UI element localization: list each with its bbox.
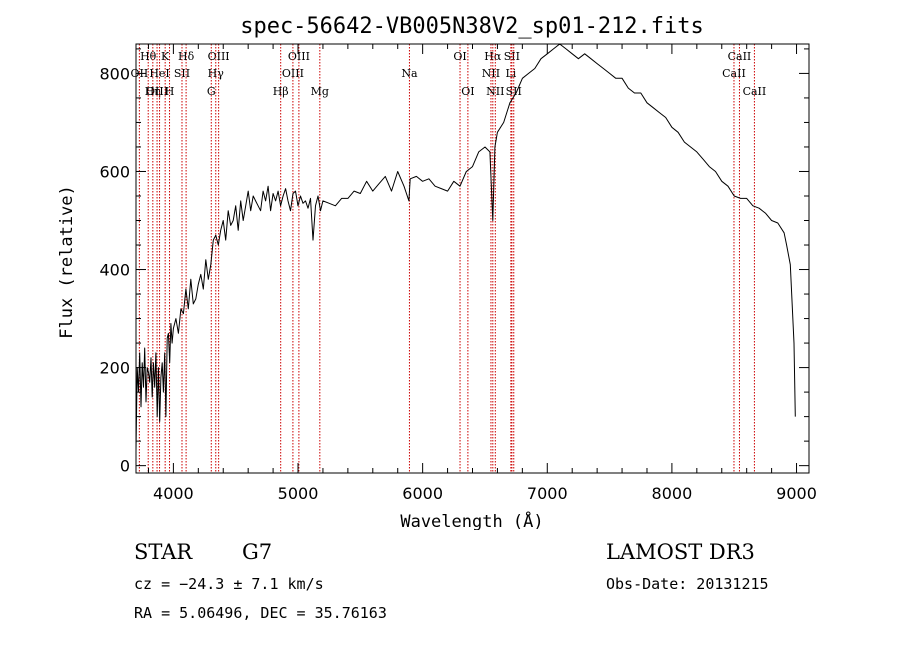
marker-label-13: OIII — [288, 50, 310, 63]
marker-label-8: Hδ — [178, 50, 195, 63]
marker-label-5: K — [161, 50, 170, 63]
marker-label-2: OIII — [146, 85, 168, 98]
spectrum-chart: spec-56642-VB005N38V2_sp01-212.fits Hθ OI… — [57, 14, 817, 530]
y-tick-label-0: 0 — [120, 457, 130, 476]
marker-label-16: Na — [401, 67, 418, 80]
marker-label-11: Hγ — [208, 67, 225, 80]
coordinates: RA = 5.06496, DEC = 35.76163 — [134, 604, 387, 622]
survey-name: LAMOST DR3 — [606, 540, 755, 564]
marker-label-6: H — [165, 85, 175, 98]
spectrum-line — [135, 43, 796, 451]
x-tick-label-3: 7000 — [527, 484, 568, 503]
x-tick-label-2: 6000 — [402, 484, 443, 503]
y-axis: 0 200 400 600 800 — [99, 48, 809, 476]
spectrum-series — [135, 43, 796, 451]
object-subclass: G7 — [242, 540, 273, 564]
y-tick-label-2: 400 — [99, 261, 130, 280]
marker-label-26: CaII — [722, 67, 746, 80]
marker-label-21: NII — [486, 85, 504, 98]
redshift-line: cz = −24.3 ± 7.1 km/s — [134, 575, 324, 593]
y-tick-label-1: 200 — [99, 359, 130, 378]
x-tick-label-1: 5000 — [278, 484, 319, 503]
marker-label-19: Hα — [484, 50, 502, 63]
y-axis-label: Flux (relative) — [57, 185, 77, 339]
marker-label-10: OIII — [208, 50, 230, 63]
marker-label-17: OI — [453, 50, 466, 63]
marker-label-20: NII — [482, 67, 500, 80]
marker-label-22: SII — [504, 50, 520, 63]
marker-label-14: OIII — [282, 67, 304, 80]
plot-frame — [135, 43, 810, 474]
marker-label-12: Hβ — [273, 85, 289, 98]
marker-label-25: CaII — [728, 50, 752, 63]
marker-label-7: SII — [174, 67, 190, 80]
marker-label-4: HeI — [149, 67, 169, 80]
marker-label-3: Hη — [145, 85, 161, 98]
x-tick-label-5: 9000 — [776, 484, 817, 503]
y-tick-label-3: 600 — [99, 162, 130, 181]
x-axis: 4000 5000 6000 7000 8000 9000 — [147, 44, 817, 503]
marker-label-23: Li — [505, 67, 516, 80]
marker-label-18: OI — [461, 85, 474, 98]
x-tick-label-0: 4000 — [153, 484, 194, 503]
marker-label-27: CaII — [743, 85, 767, 98]
marker-label-15: Mg — [311, 85, 329, 98]
y-tick-label-4: 800 — [99, 64, 130, 83]
emission-line-markers: HθOIIOIIIHηHeIKHSIIHδGOIIIHγHβOIIIOIIIMg… — [131, 44, 767, 473]
marker-label-9: G — [207, 85, 216, 98]
object-class: STAR — [134, 540, 193, 564]
marker-label-0: Hθ — [140, 50, 157, 63]
x-tick-label-4: 8000 — [652, 484, 693, 503]
obs-date: Obs-Date: 20131215 — [606, 575, 769, 593]
chart-title: spec-56642-VB005N38V2_sp01-212.fits — [240, 14, 704, 39]
x-axis-label: Wavelength (Å) — [400, 510, 543, 530]
